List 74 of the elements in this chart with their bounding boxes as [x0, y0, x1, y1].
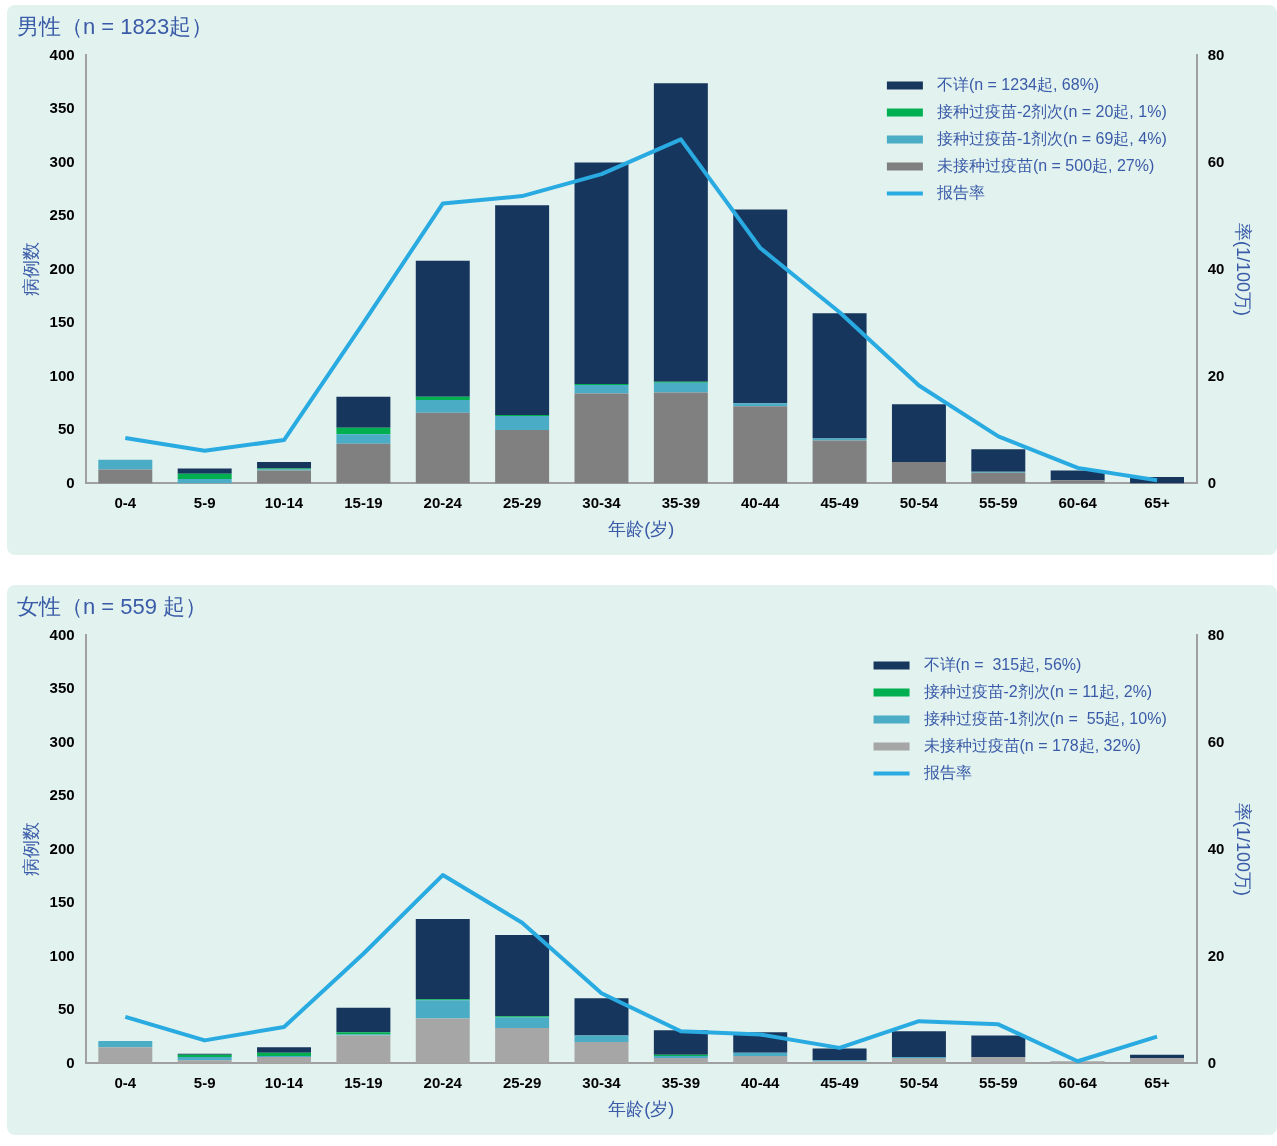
legend-label: 接种过疫苗-2剂次(n = 20起, 1%)	[936, 102, 1167, 120]
x-tick-label: 15-19	[344, 493, 383, 511]
x-tick-label: 10-14	[264, 493, 304, 511]
y-tick-label: 200	[49, 259, 75, 277]
y-tick-label: 350	[49, 679, 75, 697]
x-tick-label: 50-54	[899, 1073, 939, 1091]
y2-tick-label: 0	[1207, 473, 1217, 491]
x-tick-label: 10-14	[264, 1073, 304, 1091]
x-tick-label: 35-39	[661, 1073, 701, 1091]
y-tick-label: 250	[49, 786, 75, 804]
x-tick-label: 45-49	[820, 1073, 859, 1091]
legend-label: 未接种过疫苗(n = 178起, 32%)	[923, 736, 1141, 754]
legend-label: 报告率	[922, 763, 972, 781]
x-tick-label: 35-39	[661, 493, 701, 511]
chart-title: 男性（n = 1823起）	[17, 14, 214, 40]
y-tick-label: 100	[49, 946, 75, 964]
y2-tick-label: 80	[1207, 45, 1225, 63]
x-tick-label: 45-49	[820, 493, 859, 511]
x-tick-label: 0-4	[114, 1073, 137, 1091]
x-tick-label: 30-34	[582, 1073, 622, 1091]
legend-label: 报告率	[935, 183, 985, 201]
y-tick-label: 300	[49, 152, 75, 170]
x-axis-title: 年龄(岁)	[608, 1099, 675, 1120]
x-tick-label: 20-24	[423, 1073, 463, 1091]
legend-label: 接种过疫苗-2剂次(n = 11起, 2%)	[923, 682, 1153, 700]
x-tick-label: 40-44	[741, 493, 781, 511]
y2-tick-label: 20	[1207, 946, 1225, 964]
legend-label: 未接种过疫苗(n = 500起, 27%)	[936, 156, 1155, 174]
y-tick-label: 300	[49, 732, 75, 750]
y-tick-label: 0	[66, 473, 75, 491]
y-tick-label: 0	[66, 1053, 75, 1071]
legend-label: 不详(n = 315起, 56%)	[923, 655, 1082, 673]
y2-axis-title: 率(1/100万)	[1233, 802, 1254, 896]
chart-title: 女性（n = 559 起）	[17, 594, 208, 620]
y2-tick-label: 20	[1207, 366, 1225, 384]
x-tick-label: 65+	[1144, 1073, 1170, 1091]
x-tick-label: 55-59	[979, 493, 1018, 511]
y2-tick-label: 0	[1207, 1053, 1217, 1071]
legend-label: 不详(n = 1234起, 68%)	[936, 75, 1100, 93]
y2-axis-title: 率(1/100万)	[1233, 222, 1254, 316]
y-tick-label: 200	[49, 839, 75, 857]
x-tick-label: 0-4	[114, 493, 137, 511]
x-tick-label: 55-59	[979, 1073, 1018, 1091]
y-tick-label: 50	[57, 420, 75, 438]
x-tick-label: 5-9	[193, 493, 216, 511]
y2-tick-label: 80	[1207, 625, 1225, 643]
y-tick-label: 150	[49, 313, 75, 331]
legend-label: 接种过疫苗-1剂次(n = 55起, 10%)	[923, 709, 1167, 727]
y-tick-label: 100	[49, 366, 75, 384]
x-tick-label: 50-54	[899, 493, 939, 511]
x-tick-label: 65+	[1144, 493, 1170, 511]
y-tick-label: 250	[49, 206, 75, 224]
x-tick-label: 15-19	[344, 1073, 383, 1091]
y-tick-label: 400	[49, 625, 75, 643]
x-tick-label: 60-64	[1058, 1073, 1098, 1091]
y2-tick-label: 40	[1207, 839, 1225, 857]
x-axis-title: 年龄(岁)	[608, 519, 675, 540]
x-tick-label: 20-24	[423, 493, 463, 511]
y-tick-label: 350	[49, 99, 75, 117]
y2-tick-label: 60	[1207, 732, 1225, 750]
y-axis-title: 病例数	[20, 242, 41, 297]
x-tick-label: 40-44	[741, 1073, 781, 1091]
y-tick-label: 150	[49, 893, 75, 911]
x-tick-label: 25-29	[502, 1073, 542, 1091]
x-tick-label: 60-64	[1058, 493, 1098, 511]
y2-tick-label: 60	[1207, 152, 1225, 170]
legend-label: 接种过疫苗-1剂次(n = 69起, 4%)	[936, 129, 1167, 147]
x-tick-label: 5-9	[193, 1073, 216, 1091]
x-tick-label: 30-34	[582, 493, 622, 511]
y-axis-title: 病例数	[20, 822, 41, 877]
y2-tick-label: 40	[1207, 259, 1225, 277]
y-tick-label: 50	[57, 1000, 75, 1018]
x-tick-label: 25-29	[502, 493, 542, 511]
y-tick-label: 400	[49, 45, 75, 63]
